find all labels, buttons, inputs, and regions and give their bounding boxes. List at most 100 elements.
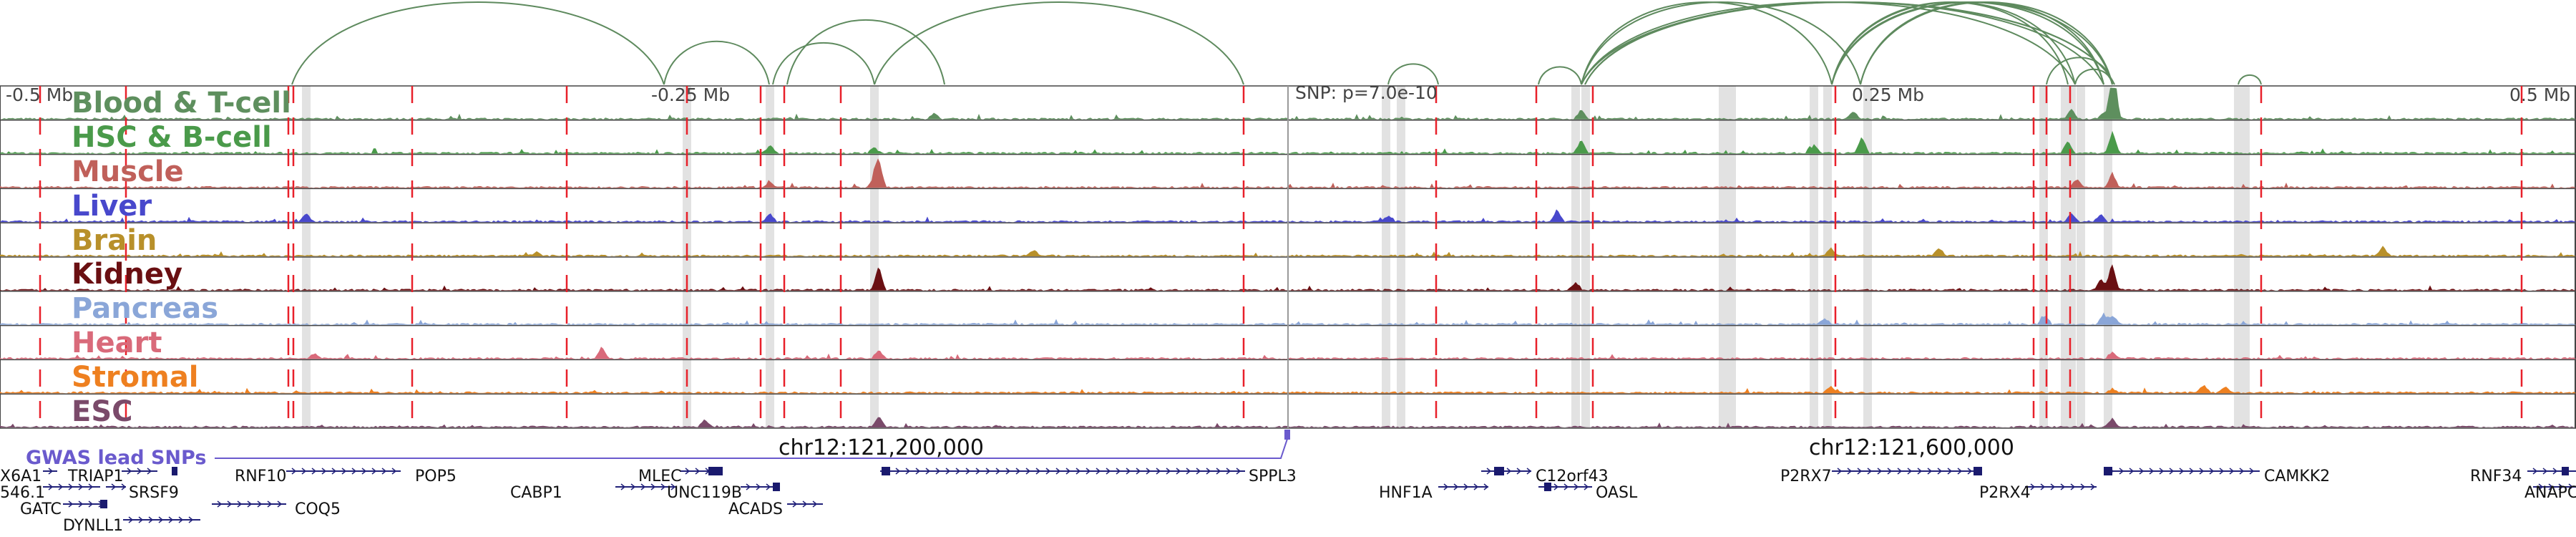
gene-strand-arrow: [58, 483, 64, 490]
gene-strand-arrow: [2090, 483, 2096, 490]
gene-strand-arrow: [88, 483, 94, 490]
gene-strand-arrow: [341, 468, 347, 475]
loop-arc: [1831, 1, 2104, 85]
gene-strand-arrow: [1186, 468, 1191, 475]
gene-strand-arrow: [905, 468, 911, 475]
axis-label-left-mid: -0.25 Mb: [651, 84, 731, 105]
gene-strand-arrow: [985, 468, 991, 475]
loop-arc: [874, 1, 1244, 85]
gene-strand-arrow: [1156, 468, 1161, 475]
gene-label: CAMKK2: [2264, 468, 2331, 485]
gene-strand-arrow: [1096, 468, 1101, 475]
gwas-link: [215, 436, 1289, 459]
gene-strand-arrow: [1483, 483, 1489, 490]
gene-strand-arrow: [2249, 468, 2255, 475]
gene-strand-arrow: [2159, 468, 2165, 475]
gene-strand-arrow: [756, 483, 761, 490]
gene-strand-arrow: [2149, 468, 2155, 475]
gene-strand-arrow: [68, 500, 74, 508]
gene-strand-arrow: [2558, 483, 2564, 490]
gene-strand-arrow: [247, 500, 253, 508]
gene-strand-arrow: [2219, 468, 2225, 475]
loop-arc: [1581, 1, 1861, 85]
loop-arc: [1387, 63, 1439, 85]
track-label-esc: ESC: [72, 395, 133, 428]
gene-strand-arrow: [2568, 483, 2574, 490]
gene-strand-arrow: [965, 468, 971, 475]
gene-strand-arrow: [1937, 468, 1943, 475]
gene-strand-arrow: [137, 468, 142, 475]
gene-strand-arrow: [766, 483, 771, 490]
track-label-liver: Liver: [72, 190, 152, 223]
gene-strand-arrow: [2552, 468, 2558, 475]
gwas-track-label: GWAS lead SNPs: [26, 447, 207, 469]
loop-arc: [1584, 1, 2104, 85]
gene-strand-arrow: [2239, 468, 2245, 475]
gene-strand-arrow: [127, 468, 132, 475]
gene-label: ACADS: [728, 500, 783, 518]
gene-strand-arrow: [1453, 483, 1459, 490]
gene-strand-arrow: [812, 500, 818, 508]
gene-strand-arrow: [267, 500, 273, 508]
gene-label: HNF1A: [1379, 484, 1433, 502]
gene-label: ANAPC: [2524, 484, 2576, 502]
axis-label-left: -0.5 Mb: [6, 84, 74, 105]
gene-strand-arrow: [2532, 468, 2538, 475]
gene-strand-arrow: [1867, 468, 1873, 475]
gene-label: COQ5: [295, 500, 341, 518]
gene-strand-arrow: [2060, 483, 2066, 490]
gene-strand-arrow: [640, 483, 646, 490]
gene-strand-arrow: [301, 468, 307, 475]
gene-strand-arrow: [1055, 468, 1061, 475]
gene-strand-arrow: [188, 516, 194, 523]
gene-strand-arrow: [1005, 468, 1011, 475]
gene-strand-arrow: [1506, 468, 1512, 475]
gene-strand-arrow: [2050, 483, 2056, 490]
gene-strand-arrow: [2209, 468, 2215, 475]
gene-label: RNF34: [2470, 468, 2522, 485]
gene-strand-arrow: [121, 483, 127, 490]
gene-exon: [882, 467, 890, 475]
gene-strand-arrow: [1947, 468, 1953, 475]
gene-strand-arrow: [2548, 483, 2554, 490]
loop-arc: [1538, 66, 1582, 85]
gene-strand-arrow: [257, 500, 263, 508]
gene-strand-arrow: [381, 468, 387, 475]
gene-label: GATC: [20, 500, 62, 518]
gene-strand-arrow: [1957, 468, 1963, 475]
gene-label: CABP1: [510, 484, 562, 502]
loop-arc: [1831, 1, 2069, 85]
gene-strand-arrow: [945, 468, 951, 475]
chromosome-label-1: chr12:121,200,000: [779, 435, 984, 460]
gene-strand-arrow: [1136, 468, 1141, 475]
gene-strand-arrow: [78, 483, 84, 490]
gene-strand-arrow: [2129, 468, 2135, 475]
gene-strand-arrow: [2169, 468, 2175, 475]
gene-strand-arrow: [1927, 468, 1933, 475]
gene-strand-arrow: [168, 516, 174, 523]
gene-label: P2RX4: [1979, 484, 2031, 502]
gene-exon: [1494, 467, 1504, 475]
gene-strand-arrow: [1025, 468, 1031, 475]
gene-strand-arrow: [670, 483, 676, 490]
gene-strand-arrow: [792, 500, 798, 508]
signal-track: [0, 384, 2576, 394]
gene-strand-arrow: [1837, 468, 1843, 475]
gene-strand-arrow: [1196, 468, 1201, 475]
loop-arc: [772, 42, 875, 85]
gene-strand-arrow: [2030, 483, 2036, 490]
gene-label: P2RX7: [1780, 468, 1832, 485]
gene-exon: [172, 467, 177, 475]
gene-strand-arrow: [1967, 468, 1973, 475]
gene-strand-arrow: [361, 468, 367, 475]
gene-strand-arrow: [1216, 468, 1221, 475]
track-label-stromal: Stromal: [72, 361, 199, 394]
track-label-pancreas: Pancreas: [72, 292, 219, 325]
gene-strand-arrow: [1045, 468, 1051, 475]
gene-strand-arrow: [111, 483, 117, 490]
gene-exon: [773, 483, 780, 491]
gene-strand-arrow: [1126, 468, 1131, 475]
gene-strand-arrow: [2040, 483, 2046, 490]
gene-strand-arrow: [148, 516, 154, 523]
gene-strand-arrow: [2199, 468, 2205, 475]
